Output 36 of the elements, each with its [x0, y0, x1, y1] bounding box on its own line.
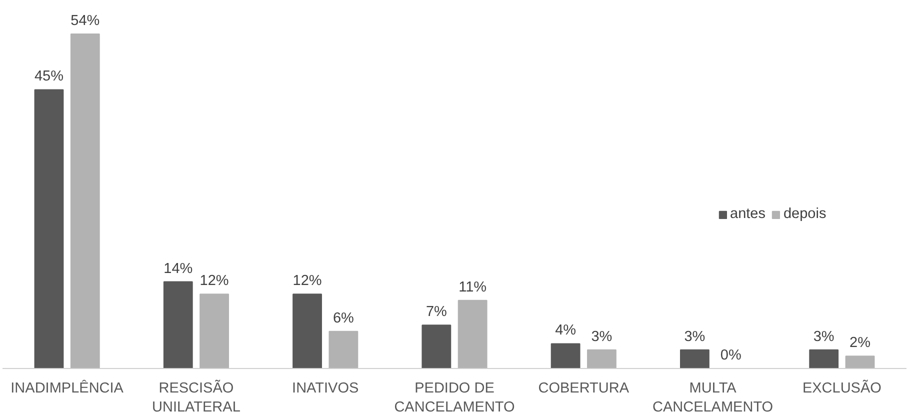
- data-label: 3%: [813, 328, 834, 345]
- x-tick-label: COBERTURA: [538, 380, 630, 396]
- data-label: 4%: [555, 322, 576, 339]
- data-label: 12%: [200, 273, 229, 290]
- data-label: 3%: [684, 328, 706, 345]
- data-label: 7%: [426, 304, 448, 320]
- legend-label: depois: [783, 206, 826, 222]
- bar: [550, 343, 580, 368]
- x-tick-label: INADIMPLÊNCIA: [10, 380, 124, 396]
- bar: [587, 349, 616, 368]
- bar: [70, 33, 100, 368]
- x-tick-label: MULTA CANCELAMENTO: [652, 380, 774, 416]
- bar: [845, 356, 875, 368]
- data-label: 2%: [850, 335, 871, 352]
- data-label: 0%: [720, 348, 742, 364]
- bar: [292, 294, 322, 368]
- bar: [422, 324, 452, 368]
- bar: [458, 300, 488, 368]
- data-label: 6%: [332, 310, 354, 326]
- data-label: 14%: [164, 260, 193, 277]
- data-label: 3%: [591, 328, 612, 345]
- bar: [34, 89, 64, 368]
- bar: [809, 349, 839, 368]
- bar: [680, 349, 710, 368]
- data-label: 11%: [458, 279, 487, 296]
- x-tick-label: EXCLUSÃO: [802, 380, 882, 396]
- bar: [200, 294, 229, 368]
- x-tick-label: PEDIDO DE CANCELAMENTO: [394, 380, 515, 416]
- bar: [328, 330, 358, 368]
- legend-label: antes: [730, 206, 766, 222]
- data-label: 12%: [292, 273, 322, 290]
- bar: [163, 281, 193, 368]
- data-label: 45%: [34, 68, 64, 85]
- x-tick-label: INATIVOS: [292, 380, 359, 396]
- data-label: 54%: [70, 12, 100, 29]
- x-tick-label: RESCISÃO UNILATERAL: [152, 380, 240, 416]
